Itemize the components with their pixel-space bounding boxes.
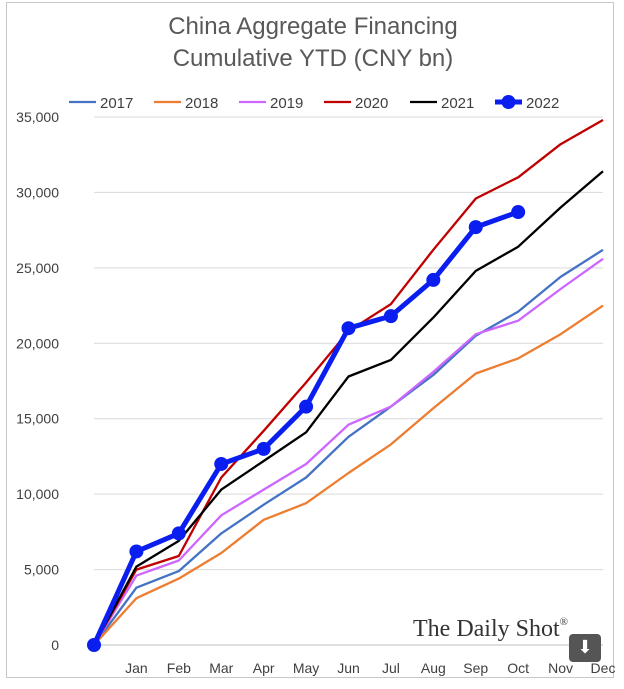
download-button[interactable]: ⬇ — [569, 634, 601, 662]
legend-label: 2019 — [270, 95, 303, 112]
download-arrow-icon: ⬇ — [577, 637, 593, 658]
chart-title-line-1: China Aggregate Financing — [168, 13, 458, 40]
x-tick-label: Jun — [337, 660, 360, 676]
x-axis-ticks: Jan Feb Mar Apr May Jun Jul Aug Sep Oct Nov Dec — [125, 660, 615, 676]
y-tick-label: 35,000 — [16, 109, 59, 125]
legend-item-2018: 2018 — [154, 95, 218, 112]
x-tick-label: Mar — [209, 660, 233, 676]
y-tick-label: 5,000 — [24, 562, 59, 578]
grid-lines — [94, 116, 603, 646]
data-point — [256, 441, 271, 456]
series-2021 — [92, 170, 604, 646]
x-tick-label: Nov — [548, 660, 573, 676]
series-2018 — [93, 304, 604, 646]
x-tick-label: May — [293, 660, 319, 676]
series-lines — [87, 119, 604, 652]
y-tick-label: 25,000 — [16, 260, 59, 276]
chart-frame: China Aggregate Financing Cumulative YTD… — [6, 2, 615, 678]
y-tick-label: 15,000 — [16, 411, 59, 427]
series-line — [93, 248, 604, 646]
series-2020 — [92, 119, 604, 646]
x-tick-label: Apr — [253, 660, 275, 676]
y-tick-label: 10,000 — [16, 486, 59, 502]
data-point — [87, 638, 101, 652]
y-tick-label: 0 — [51, 637, 59, 653]
x-tick-label: Dec — [591, 660, 615, 676]
brand-text: The Daily Shot® — [413, 616, 568, 642]
series-line — [93, 257, 604, 646]
legend-item-2021: 2021 — [410, 95, 474, 112]
legend-item-2020: 2020 — [324, 95, 388, 112]
x-tick-label: Aug — [421, 660, 446, 676]
registered-mark: ® — [560, 616, 568, 628]
x-tick-label: Jul — [382, 660, 400, 676]
data-point — [341, 321, 356, 336]
y-tick-label: 30,000 — [16, 184, 59, 200]
data-point — [383, 309, 398, 324]
series-line — [92, 170, 604, 646]
series-2022 — [87, 205, 526, 652]
data-point — [171, 526, 186, 541]
x-tick-label: Feb — [167, 660, 191, 676]
data-point — [214, 456, 229, 471]
legend-item-2019: 2019 — [239, 95, 303, 112]
legend-label: 2017 — [100, 95, 133, 112]
data-point — [299, 399, 314, 414]
series-2019 — [93, 257, 604, 646]
legend-label: 2022 — [526, 95, 559, 112]
legend-item-2022: 2022 — [495, 95, 559, 112]
series-2017 — [93, 248, 604, 646]
data-point — [511, 205, 526, 220]
x-tick-label: Sep — [463, 660, 488, 676]
line-chart: China Aggregate Financing Cumulative YTD… — [16, 13, 615, 676]
legend-label: 2021 — [441, 95, 474, 112]
x-tick-label: Jan — [125, 660, 148, 676]
legend: 2017 2018 2019 2020 2021 2022 — [69, 95, 559, 112]
data-point — [129, 544, 144, 559]
chart-title-line-2: Cumulative YTD (CNY bn) — [173, 45, 454, 72]
data-point — [468, 220, 483, 235]
series-line — [92, 119, 604, 646]
y-axis-ticks: 0 5,000 10,000 15,000 20,000 25,000 30,000 35,0… — [16, 109, 59, 653]
x-tick-label: Oct — [507, 660, 529, 676]
legend-item-2017: 2017 — [69, 95, 133, 112]
y-tick-label: 20,000 — [16, 335, 59, 351]
data-point — [426, 272, 441, 287]
legend-marker — [501, 95, 516, 109]
legend-label: 2018 — [185, 95, 218, 112]
legend-label: 2020 — [355, 95, 388, 112]
series-line — [93, 304, 604, 646]
